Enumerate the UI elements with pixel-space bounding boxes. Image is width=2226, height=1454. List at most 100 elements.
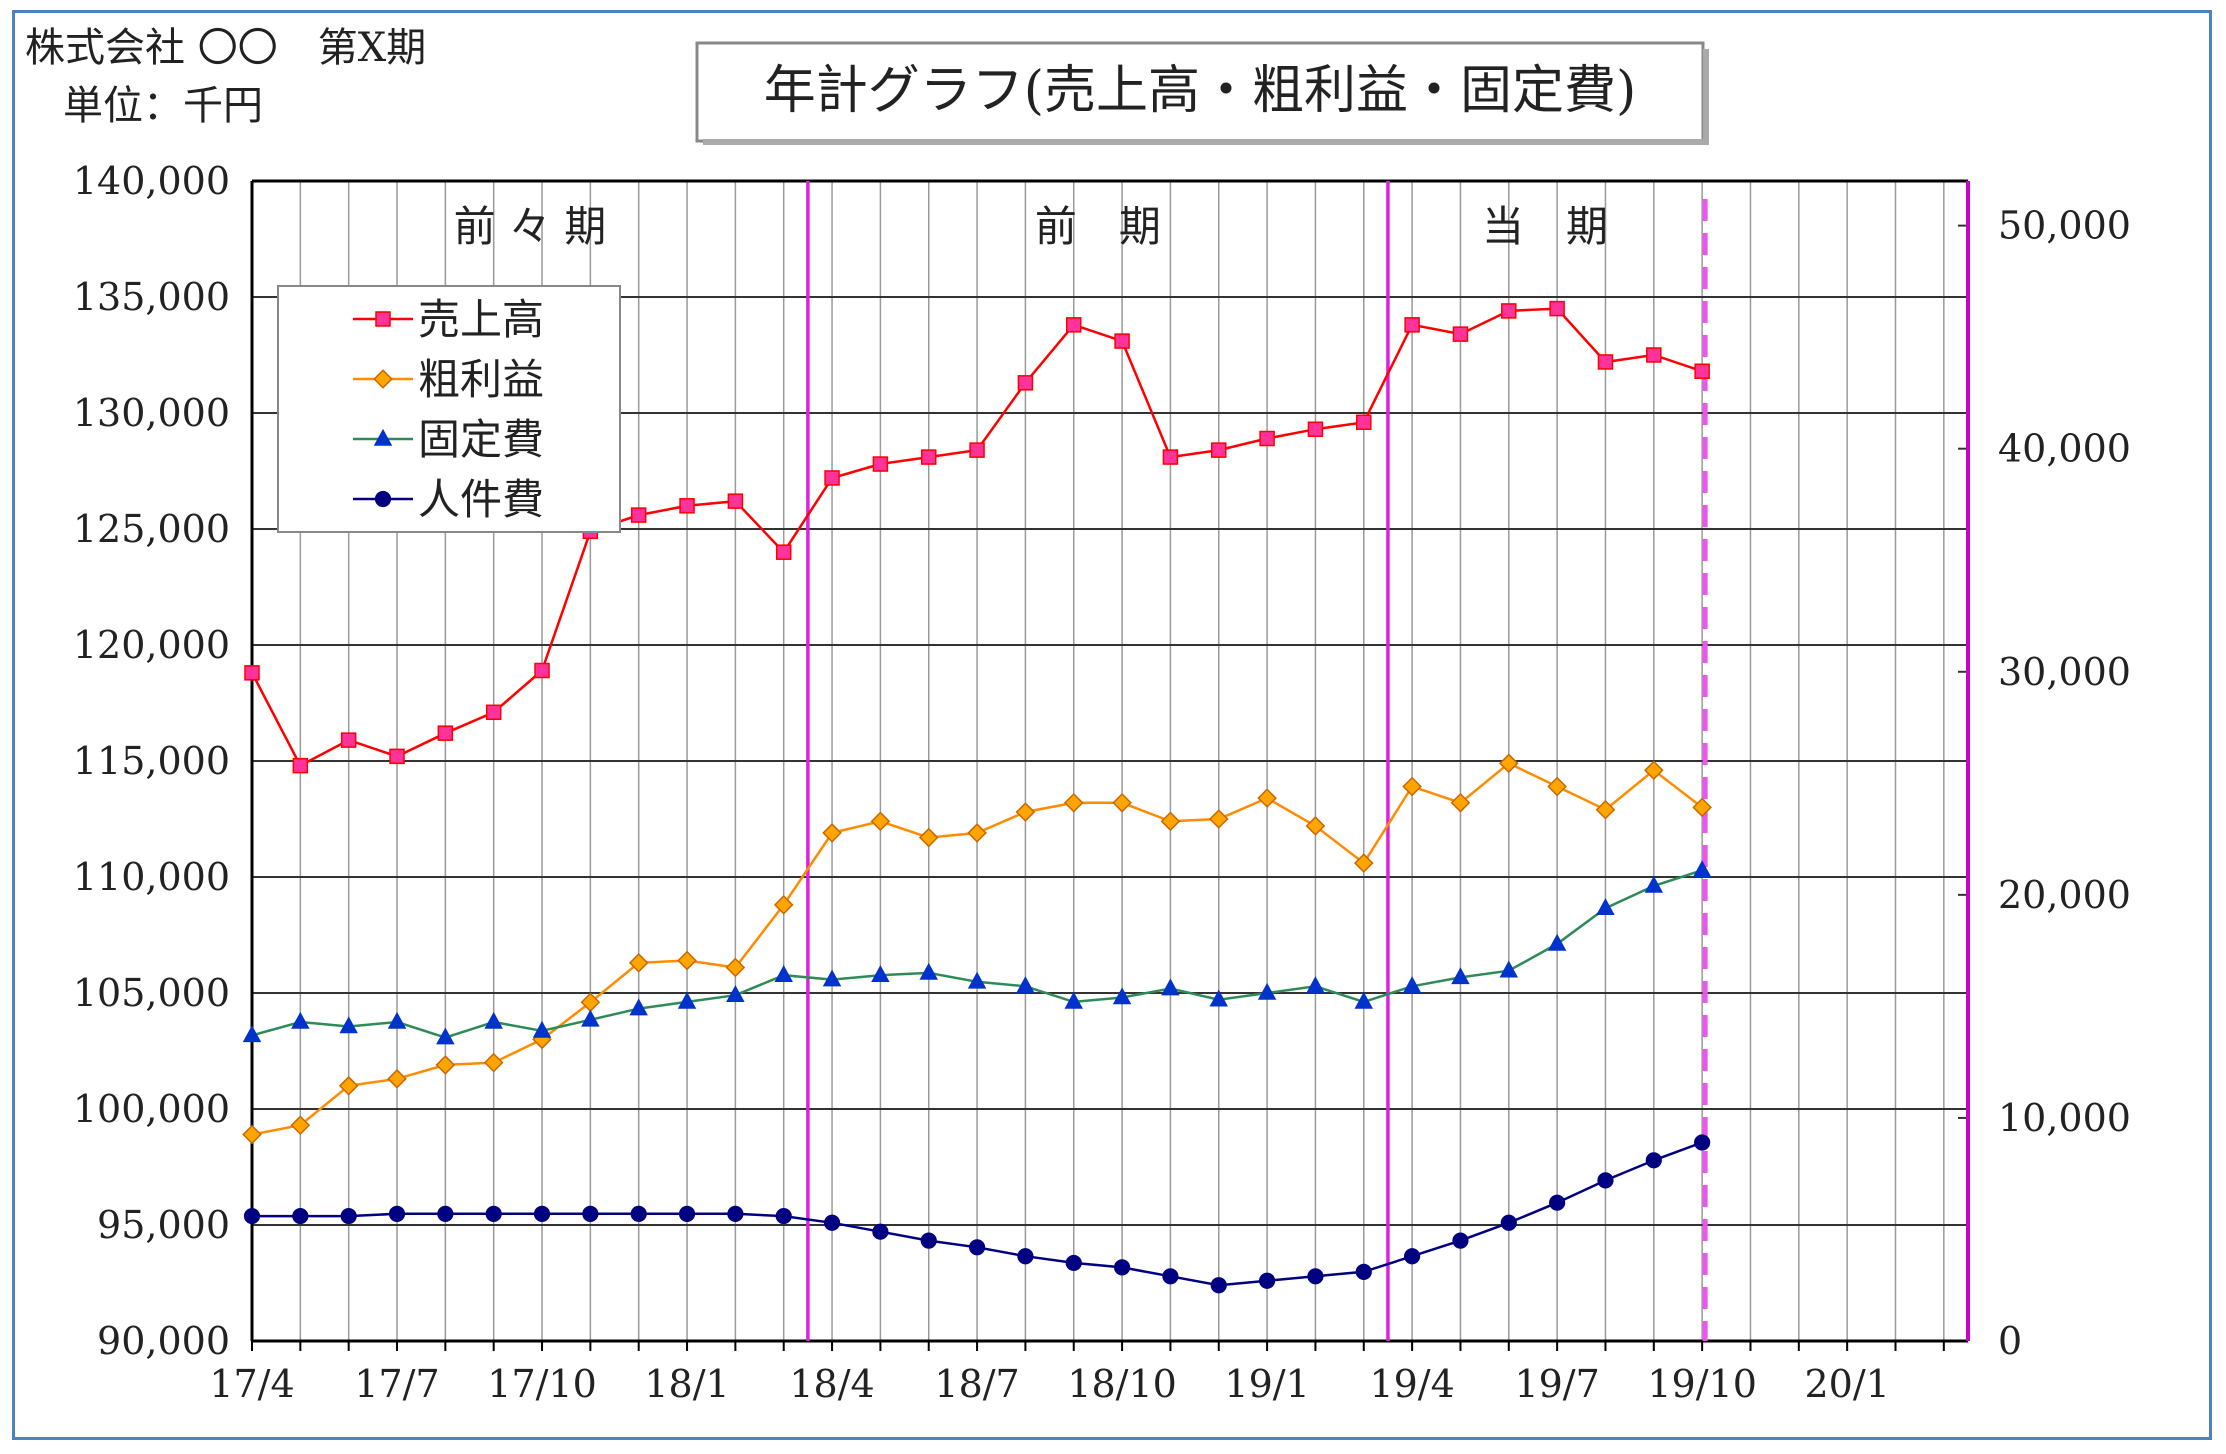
data-point [387, 1011, 407, 1029]
data-point [1694, 1134, 1711, 1151]
data-point [1258, 1272, 1276, 1289]
data-point [340, 732, 357, 748]
data-point [485, 704, 502, 721]
data-point [338, 1075, 359, 1096]
data-point [919, 962, 938, 980]
data-point [1257, 982, 1277, 1000]
data-point [389, 748, 405, 765]
x-axis-tick-label: 17/7 [354, 1362, 439, 1406]
data-point [1211, 442, 1227, 458]
data-point [533, 1205, 551, 1222]
left-axis-tick-label: 105,000 [73, 971, 230, 1015]
legend-label: 粗利益 [418, 355, 544, 404]
data-point [775, 544, 792, 560]
data-point [969, 442, 985, 458]
legend-marker [374, 490, 392, 508]
data-point [483, 1052, 504, 1073]
legend-marker [375, 311, 391, 327]
legend-label: 人件費 [418, 475, 544, 524]
data-point [532, 1020, 552, 1038]
data-point [1500, 1214, 1517, 1231]
data-point [1355, 1263, 1372, 1280]
data-point [968, 1239, 986, 1256]
data-point [1064, 991, 1083, 1009]
data-point [678, 1205, 696, 1222]
data-point [243, 1207, 261, 1225]
data-point [388, 1205, 406, 1222]
data-point [774, 965, 793, 982]
x-axis-tick-label: 19/7 [1514, 1362, 1599, 1406]
x-axis-tick-label: 18/10 [1067, 1362, 1177, 1406]
data-point [824, 470, 840, 486]
data-point [872, 456, 889, 472]
data-point [726, 985, 745, 1003]
data-point [1692, 797, 1712, 818]
data-point [1259, 430, 1275, 447]
data-point [1065, 317, 1082, 333]
data-point [290, 1115, 311, 1136]
left-axis-tick-label: 90,000 [97, 1319, 230, 1363]
data-point [1597, 1172, 1614, 1189]
data-point [1162, 449, 1179, 465]
data-point [1162, 1268, 1179, 1285]
x-axis-tick-label: 18/1 [644, 1362, 729, 1406]
data-point [291, 1011, 310, 1029]
left-axis-tick-label: 120,000 [73, 623, 230, 667]
data-point [1643, 760, 1664, 781]
data-point [1452, 1232, 1469, 1249]
data-point [1065, 1254, 1082, 1272]
right-axis-tick-label: 40,000 [1998, 427, 2131, 471]
data-point [1549, 1194, 1566, 1211]
data-point [725, 957, 746, 978]
data-point [727, 493, 744, 509]
data-point [822, 969, 842, 987]
legend-marker [373, 369, 393, 389]
data-point [773, 895, 794, 915]
data-point [1645, 1152, 1662, 1169]
data-point [1257, 788, 1277, 808]
data-point [1501, 303, 1517, 319]
data-point [1160, 811, 1181, 832]
data-point [1112, 987, 1132, 1005]
data-point [870, 811, 891, 832]
legend-box [277, 285, 621, 533]
chart-frame: 株式会社 〇〇 第X期 単位：千円 年計グラフ(売上高・粗利益・固定費) 90,… [12, 10, 2212, 1440]
x-axis-tick-label: 19/10 [1647, 1362, 1757, 1406]
data-point [1452, 326, 1469, 342]
data-point [1547, 776, 1567, 797]
data-point [1402, 776, 1422, 797]
chart-canvas: 株式会社 〇〇 第X期 単位：千円 年計グラフ(売上高・粗利益・固定費) 90,… [25, 25, 2131, 1406]
data-point [1307, 1268, 1324, 1285]
period-label: 当 期 [1482, 202, 1608, 251]
right-axis-tick-label: 20,000 [1998, 873, 2131, 917]
data-point [1354, 991, 1374, 1009]
period-label: 前 期 [1035, 202, 1161, 251]
x-axis-tick-label: 19/1 [1224, 1362, 1309, 1406]
data-point [484, 1011, 503, 1029]
data-point [1356, 414, 1372, 431]
data-point [581, 1009, 600, 1027]
x-axis-tick-label: 18/7 [934, 1362, 1019, 1406]
right-axis-tick-label: 0 [1998, 1319, 2022, 1363]
data-point [1402, 976, 1422, 994]
data-point [582, 1205, 599, 1222]
data-point [823, 1214, 841, 1231]
unit-label: 単位：千円 [63, 83, 263, 129]
data-point [918, 827, 939, 848]
data-point [1692, 860, 1712, 878]
left-axis-tick-label: 100,000 [73, 1087, 230, 1131]
data-point [1596, 898, 1615, 916]
legend-label: 売上高 [418, 295, 544, 344]
data-point [1306, 976, 1325, 994]
data-point [1113, 1259, 1131, 1276]
data-point [677, 991, 697, 1009]
data-point [1597, 354, 1614, 370]
data-point [775, 1207, 792, 1225]
data-point [628, 953, 649, 973]
data-point [1305, 816, 1326, 836]
data-point [967, 823, 987, 843]
data-point [629, 998, 648, 1016]
period-label: 前 々 期 [454, 202, 607, 251]
data-point [437, 725, 454, 741]
data-point [1498, 753, 1519, 774]
